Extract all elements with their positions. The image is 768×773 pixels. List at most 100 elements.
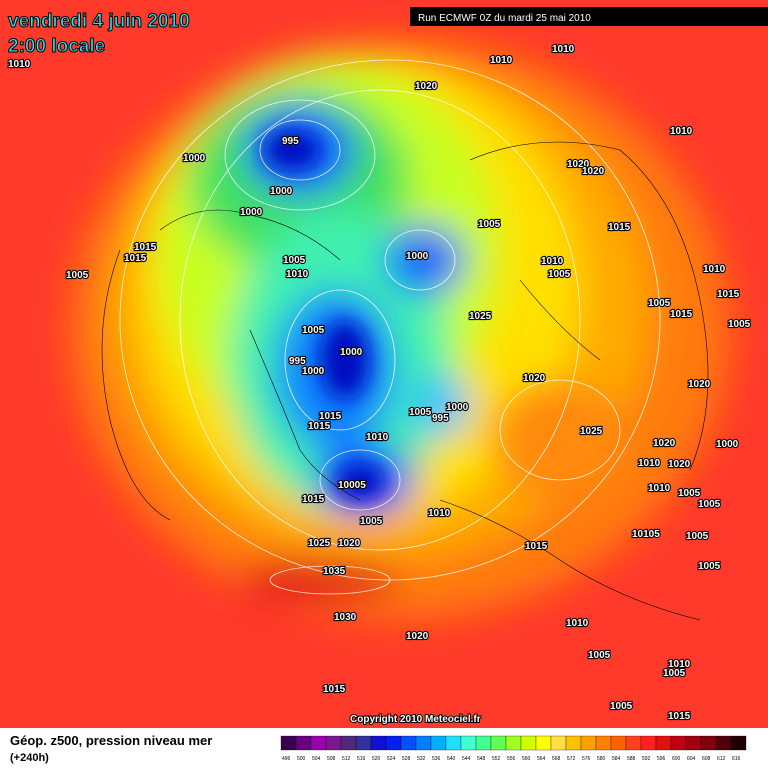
colorbar: 496 500 504 508 512 516 520 524 528 532 536 540 544 5… bbox=[280, 735, 747, 762]
colorbar-swatch bbox=[535, 735, 552, 751]
isobar-label: 1000 bbox=[240, 207, 263, 218]
colorbar-tick: 500 bbox=[297, 756, 306, 762]
isobar-label: 1015 bbox=[134, 242, 157, 253]
isobars bbox=[119, 59, 661, 595]
colorbar-tick: 592 bbox=[642, 756, 651, 762]
isobar-label: 1005 bbox=[648, 298, 671, 309]
isobar-label: 1020 bbox=[668, 459, 691, 470]
isobar-label: 1025 bbox=[580, 426, 603, 437]
colorbar-tick: 496 bbox=[282, 756, 291, 762]
isobar-label: 1035 bbox=[323, 566, 346, 577]
colorbar-swatch bbox=[580, 735, 597, 751]
colorbar-tick: 588 bbox=[627, 756, 636, 762]
isobar-label: 1015 bbox=[717, 289, 740, 300]
colorbar-tick: 580 bbox=[597, 756, 606, 762]
colorbar-swatch bbox=[730, 735, 747, 751]
colorbar-tick: 508 bbox=[327, 756, 336, 762]
colorbar-swatch bbox=[490, 735, 507, 751]
isobar-label: 1015 bbox=[608, 222, 631, 233]
isobar-label: 1000 bbox=[406, 251, 429, 262]
isobar-label: 1005 bbox=[663, 668, 686, 679]
colorbar-tick: 616 bbox=[732, 756, 741, 762]
isobar-label: 1020 bbox=[406, 631, 429, 642]
isobar-label: 1005 bbox=[283, 255, 306, 266]
isobar-label: 1010 bbox=[541, 256, 564, 267]
colorbar-tick: 524 bbox=[387, 756, 396, 762]
colorbar-swatch bbox=[595, 735, 612, 751]
colorbar-swatch bbox=[430, 735, 447, 751]
colorbar-tick: 552 bbox=[492, 756, 501, 762]
isobar-label: 1010 bbox=[8, 59, 31, 70]
colorbar-tick: 608 bbox=[702, 756, 711, 762]
isobar-label: 1005 bbox=[66, 270, 89, 281]
coastlines bbox=[101, 141, 709, 621]
colorbar-swatch bbox=[370, 735, 387, 751]
isobar-label: 1010 bbox=[366, 432, 389, 443]
colorbar-tick: 604 bbox=[687, 756, 696, 762]
isobar-labels: 1010 1010 1010 1020 995 1000 1000 1000 1010 1020 1… bbox=[7, 43, 752, 723]
isobar-label: 1015 bbox=[124, 253, 147, 264]
isobar-label: 1015 bbox=[668, 711, 691, 722]
colorbar-swatch bbox=[700, 735, 717, 751]
date-label: vendredi 4 juin 2010 bbox=[8, 11, 190, 32]
isobar-label: 1005 bbox=[698, 561, 721, 572]
isobar-label: 1020 bbox=[338, 538, 361, 549]
colorbar-swatch bbox=[385, 735, 402, 751]
isobar-label: 1000 bbox=[302, 366, 325, 377]
colorbar-tick: 596 bbox=[657, 756, 666, 762]
footer-label: Géop. z500, pression niveau mer bbox=[10, 733, 212, 748]
colorbar-swatch bbox=[715, 735, 732, 751]
footer-lead: (+240h) bbox=[10, 752, 49, 764]
isobar-label: 1000 bbox=[716, 439, 739, 450]
colorbar-tick: 536 bbox=[432, 756, 441, 762]
isobar-label: 1015 bbox=[525, 541, 548, 552]
isobar-label: 1005 bbox=[678, 488, 701, 499]
isobar-label: 1020 bbox=[523, 373, 546, 384]
colorbar-swatch bbox=[295, 735, 312, 751]
isobar-label: 10105 bbox=[632, 529, 660, 540]
colorbar-tick: 600 bbox=[672, 756, 681, 762]
colorbar-tick: 516 bbox=[357, 756, 366, 762]
isobar-label: 1020 bbox=[582, 166, 605, 177]
isobar-label: 1005 bbox=[302, 325, 325, 336]
isobar-label: 1010 bbox=[286, 269, 309, 280]
isobar-label: 1015 bbox=[670, 309, 693, 320]
colorbar-swatch bbox=[610, 735, 627, 751]
colorbar-swatch bbox=[310, 735, 327, 751]
isobar-label: 1020 bbox=[688, 379, 711, 390]
isobar-label: 1010 bbox=[428, 508, 451, 519]
colorbar-swatch bbox=[325, 735, 342, 751]
isobar-label: 1005 bbox=[409, 407, 432, 418]
isobar-label: 995 bbox=[282, 136, 299, 147]
colorbar-swatch bbox=[475, 735, 492, 751]
isobar-label: 1005 bbox=[588, 650, 611, 661]
isobar-label: 1005 bbox=[548, 269, 571, 280]
colorbar-tick: 564 bbox=[537, 756, 546, 762]
copyright: Copyright 2010 Meteociel.fr bbox=[350, 714, 481, 725]
isobar-label: 1030 bbox=[334, 612, 357, 623]
colorbar-swatch bbox=[685, 735, 702, 751]
colorbar-swatch bbox=[445, 735, 462, 751]
isobar-label: 1020 bbox=[415, 81, 438, 92]
isobar-label: 10005 bbox=[338, 480, 366, 491]
isobar-label: 1015 bbox=[323, 684, 346, 695]
isobar-label: 1010 bbox=[668, 659, 691, 670]
colorbar-tick: 584 bbox=[612, 756, 621, 762]
isobar-label: 1010 bbox=[648, 483, 671, 494]
colorbar-swatch bbox=[355, 735, 372, 751]
colorbar-swatch bbox=[625, 735, 642, 751]
colorbar-swatch bbox=[460, 735, 477, 751]
isobar-label: 1025 bbox=[469, 311, 492, 322]
colorbar-swatch bbox=[415, 735, 432, 751]
isobar-label: 1010 bbox=[670, 126, 693, 137]
colorbar-tick: 548 bbox=[477, 756, 486, 762]
isobar-label: 1010 bbox=[566, 618, 589, 629]
colorbar-tick: 512 bbox=[342, 756, 351, 762]
colorbar-swatch bbox=[565, 735, 582, 751]
isobar-label: 1005 bbox=[360, 516, 383, 527]
isobar-label: 995 bbox=[432, 413, 449, 424]
colorbar-tick: 540 bbox=[447, 756, 456, 762]
isobar-label: 1010 bbox=[490, 55, 513, 66]
isobar-label: 1005 bbox=[610, 701, 633, 712]
